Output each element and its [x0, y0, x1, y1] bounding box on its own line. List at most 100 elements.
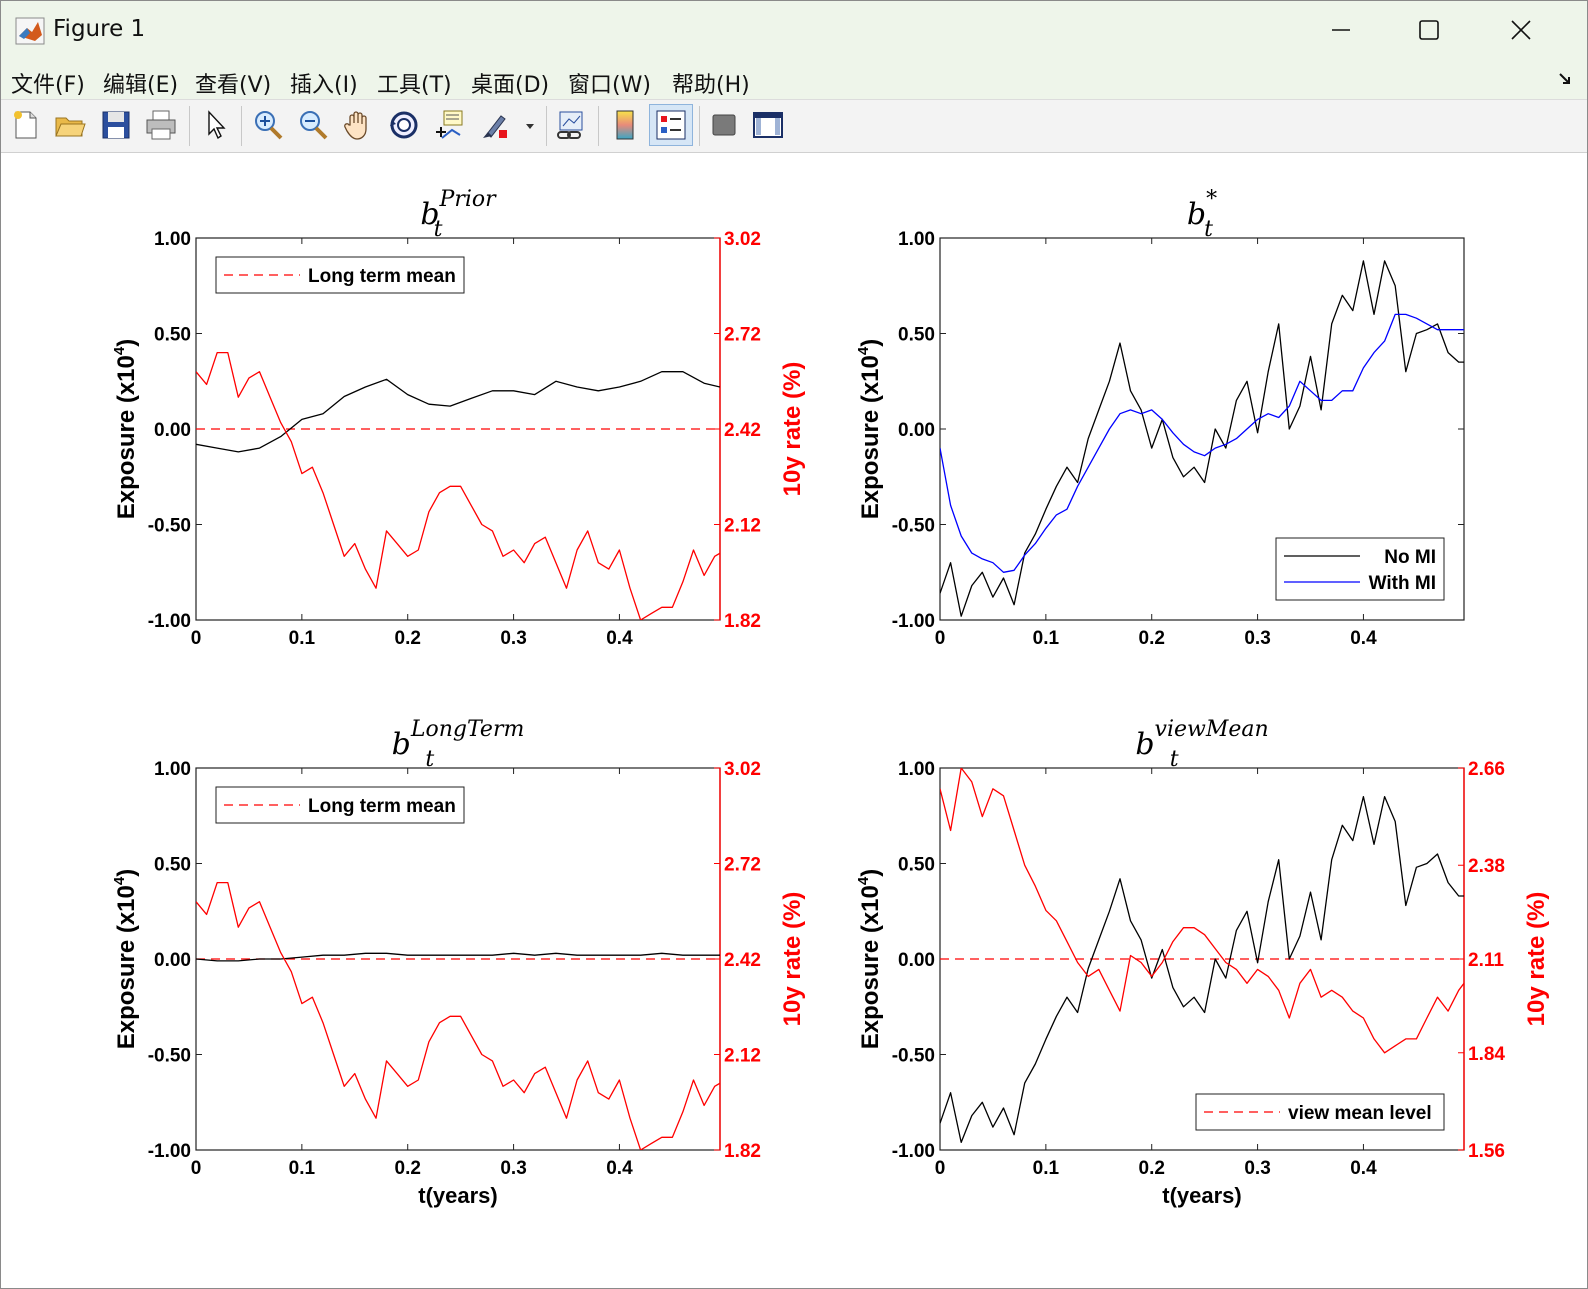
toolbar-separator [699, 106, 700, 146]
menu-file[interactable]: 文件(F) [11, 73, 85, 98]
x-tick-label: 0.2 [1139, 628, 1165, 649]
y-tick-label: -1.00 [148, 611, 191, 632]
rotate-3d-icon[interactable] [387, 108, 421, 142]
menu-desktop[interactable]: 桌面(D) [471, 73, 550, 98]
zoom-out-icon[interactable] [296, 108, 330, 142]
new-figure-icon[interactable] [9, 108, 43, 142]
right-tick-label: 2.72 [724, 325, 761, 346]
select-arrow-icon[interactable] [199, 108, 233, 142]
legend-entry: Long term mean [308, 266, 456, 287]
maximize-icon [1419, 20, 1439, 40]
figure-canvas[interactable]: 0 0.1 0.2 0.3 0.4 -1.00 -0.50 0.00 0.50 1.00 1.82 2… [1, 152, 1587, 1286]
subplot-3[interactable]: 0 0.1 0.2 0.3 0.4 -1.00 -0.50 0.00 0.50 1.00 1.82 2… [111, 717, 806, 1208]
menu-edit[interactable]: 编辑(E) [103, 73, 179, 98]
x-tick-label: 0.1 [289, 1158, 316, 1179]
right-tick-label: 2.38 [1468, 856, 1505, 877]
print-icon[interactable] [144, 108, 178, 142]
right-axis-label: 10y rate (%) [1523, 892, 1550, 1027]
close-button[interactable] [1491, 9, 1551, 51]
x-tick-label: 0.3 [1244, 1158, 1270, 1179]
menu-window[interactable]: 窗口(W) [568, 73, 651, 98]
y-tick-label: 0.50 [154, 325, 191, 346]
show-plot-tools-icon[interactable] [751, 108, 785, 142]
y-tick-label: -1.00 [148, 1141, 191, 1162]
y-tick-label: 0.00 [154, 950, 191, 971]
x-tick-label: 0.3 [1244, 628, 1270, 649]
left-axis-label: Exposure (x104) [111, 869, 140, 1049]
menu-help[interactable]: 帮助(H) [672, 73, 750, 98]
hide-plot-tools-icon[interactable] [707, 108, 741, 142]
save-icon[interactable] [99, 108, 133, 142]
legend-entry: With MI [1369, 573, 1436, 594]
brush-icon[interactable] [479, 108, 513, 142]
x-tick-label: 0.1 [289, 628, 316, 649]
y-tick-label: -0.50 [892, 1046, 935, 1067]
right-tick-label: 1.56 [1468, 1141, 1505, 1162]
figure-toolbar [1, 99, 1587, 153]
legend-entry: No MI [1384, 547, 1436, 568]
x-tick-label: 0 [191, 628, 202, 649]
x-tick-label: 0.2 [1139, 1158, 1165, 1179]
legend-icon[interactable] [649, 104, 693, 146]
right-tick-label: 2.42 [724, 420, 761, 441]
subplot-1[interactable]: 0 0.1 0.2 0.3 0.4 -1.00 -0.50 0.00 0.50 1.00 1.82 2… [111, 187, 806, 649]
right-tick-label: 2.42 [724, 950, 761, 971]
menu-view[interactable]: 查看(V) [195, 73, 272, 98]
x-tick-label: 0.2 [395, 628, 421, 649]
legend-entry: view mean level [1288, 1103, 1432, 1124]
maximize-button[interactable] [1399, 9, 1459, 51]
right-tick-label: 1.84 [1468, 1044, 1505, 1065]
series-line-2 [196, 881, 720, 1150]
data-cursor-icon[interactable] [432, 108, 466, 142]
legend[interactable]: Long term mean [215, 786, 465, 824]
legend-entry: Long term mean [308, 796, 456, 817]
series-line-2 [940, 313, 1464, 573]
x-axis-label: t(years) [418, 1183, 497, 1208]
x-tick-label: 0.3 [500, 1158, 526, 1179]
legend-box [1275, 537, 1445, 601]
brush-dropdown-icon[interactable] [521, 108, 539, 142]
y-tick-label: 1.00 [154, 229, 191, 250]
right-tick-label: 2.11 [1468, 950, 1504, 971]
zoom-in-icon[interactable] [251, 108, 285, 142]
legend[interactable]: No MI With MI [1275, 537, 1445, 601]
right-tick-label: 2.12 [724, 1046, 761, 1067]
menu-tools[interactable]: 工具(T) [377, 73, 452, 98]
subplot-4[interactable]: 0 0.1 0.2 0.3 0.4 -1.00 -0.50 0.00 0.50 1.00 1.56 1… [855, 717, 1550, 1208]
legend[interactable]: Long term mean [215, 256, 465, 294]
toolbar-separator [546, 106, 547, 146]
pan-hand-icon[interactable] [341, 108, 375, 142]
x-tick-label: 0.3 [500, 628, 526, 649]
y-tick-label: -1.00 [892, 1141, 935, 1162]
subplot-2[interactable]: 0 0.1 0.2 0.3 0.4 -1.00 -0.50 0.00 0.50 1.00 Expos… [855, 187, 1465, 649]
left-axis-label: Exposure (x104) [855, 339, 884, 519]
y-tick-label: 0.50 [154, 855, 191, 876]
right-tick-label: 2.12 [724, 516, 761, 537]
left-axis-label: Exposure (x104) [855, 869, 884, 1049]
right-tick-label: 1.82 [724, 611, 761, 632]
x-axis-label: t(years) [1162, 1183, 1241, 1208]
minimize-button[interactable] [1311, 9, 1371, 51]
right-tick-label: 3.02 [724, 759, 761, 780]
right-tick-label: 3.02 [724, 229, 761, 250]
toolbar-separator [189, 106, 190, 146]
close-icon [1511, 20, 1531, 40]
colorbar-icon[interactable] [608, 108, 642, 142]
link-plot-icon[interactable] [554, 108, 588, 142]
x-tick-label: 0.4 [606, 628, 633, 649]
series-line-2 [196, 351, 720, 620]
toolbar-separator [241, 106, 242, 146]
open-file-icon[interactable] [53, 108, 87, 142]
x-tick-label: 0 [935, 628, 946, 649]
title-bar[interactable]: Figure 1 [1, 1, 1587, 59]
dock-arrow-icon[interactable] [1557, 71, 1573, 87]
right-tick-label: 1.82 [724, 1141, 761, 1162]
series-line-1 [940, 260, 1464, 617]
y-tick-label: 0.00 [898, 950, 935, 971]
right-axis-label: 10y rate (%) [779, 892, 806, 1027]
menu-insert[interactable]: 插入(I) [290, 73, 358, 98]
left-axis-label: Exposure (x104) [111, 339, 140, 519]
y-tick-label: 0.00 [154, 420, 191, 441]
legend[interactable]: view mean level [1195, 1093, 1445, 1131]
